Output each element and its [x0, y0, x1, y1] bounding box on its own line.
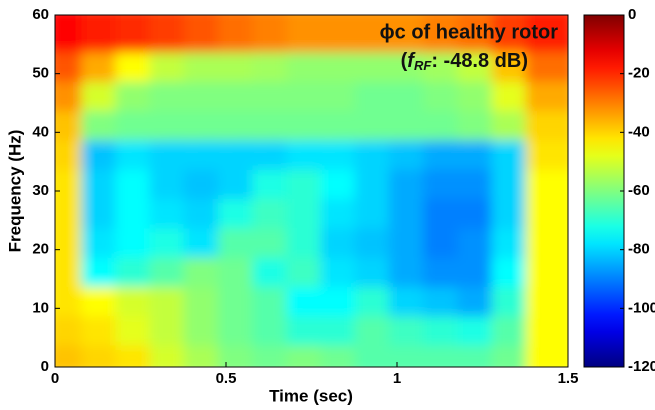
y-tick-label: 50: [32, 65, 49, 82]
colorbar: [583, 14, 625, 368]
x-tick-label: 1: [393, 370, 401, 387]
y-axis-label: Frequency (Hz): [5, 130, 24, 253]
colorbar-tick-label: 0: [628, 6, 636, 23]
colorbar-tick-label: -120: [628, 358, 655, 375]
colorbar-tick-label: -100: [628, 299, 655, 316]
x-tick-label: 0.5: [216, 370, 237, 387]
annotation-part: RF: [414, 58, 432, 73]
heat-cell: [525, 15, 568, 53]
x-tick-label: 0: [51, 370, 59, 387]
annotation-part: f: [407, 50, 416, 72]
y-tick-label: 60: [32, 6, 49, 23]
x-tick-label: 1.5: [558, 370, 579, 387]
y-tick-label: 40: [32, 123, 49, 140]
colorbar-tick-label: -80: [628, 241, 650, 258]
heatmap: [55, 15, 568, 367]
y-tick-label: 30: [32, 182, 49, 199]
colorbar-tick-label: -20: [628, 65, 650, 82]
annotation: ϕc of healthy rotor: [380, 21, 559, 43]
heatmap-smooth: [55, 15, 568, 367]
colorbar-tick-label: -40: [628, 123, 650, 140]
annotation-part: (: [401, 50, 408, 72]
y-tick-label: 10: [32, 299, 49, 316]
colorbar-tick-label: -60: [628, 182, 650, 199]
y-tick-label: 0: [41, 358, 49, 375]
x-axis-label: Time (sec): [269, 386, 353, 405]
y-tick-label: 20: [32, 241, 49, 258]
annotation: (fRF: -48.8 dB): [401, 50, 528, 73]
annotation-part: : -48.8 dB): [431, 50, 528, 72]
